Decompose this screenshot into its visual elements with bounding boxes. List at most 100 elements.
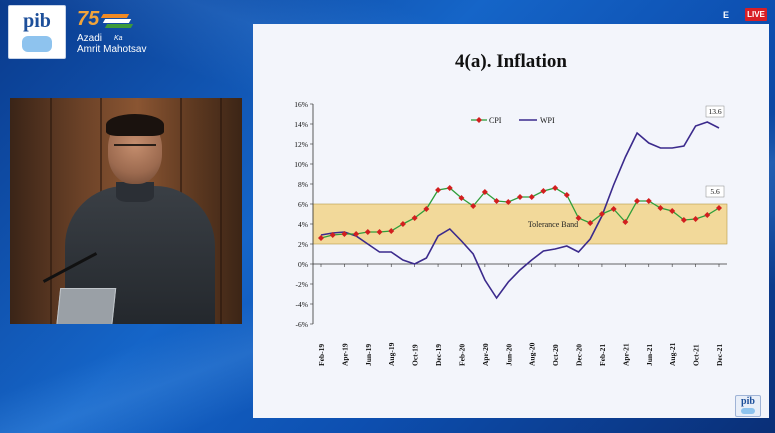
- speaker-hair: [106, 114, 164, 136]
- pib-logo: pib: [8, 5, 66, 59]
- cpi-data-point: [458, 195, 465, 201]
- cpi-data-point: [376, 229, 383, 235]
- speaker-collar: [116, 182, 154, 202]
- cpi-data-point: [470, 203, 477, 209]
- cpi-data-point: [575, 215, 582, 221]
- y-tick-label: 14%: [294, 120, 308, 129]
- cpi-data-point: [318, 235, 324, 241]
- cpi-data-point: [388, 228, 395, 234]
- x-tick-label: Feb-21: [598, 344, 607, 366]
- tricolor-stripe-white: [102, 19, 132, 23]
- annotation-box-wpi: [705, 105, 725, 118]
- cpi-data-point: [399, 221, 406, 227]
- legend-cpi-marker: [476, 117, 482, 123]
- x-tick-label: Aug-19: [387, 342, 396, 366]
- tolerance-band: [312, 203, 728, 245]
- cpi-data-point: [481, 189, 488, 195]
- x-tick-label: Jun-21: [645, 344, 654, 366]
- cpi-data-point: [704, 212, 711, 218]
- y-tick-label: -2%: [296, 280, 309, 289]
- cpi-data-point: [517, 194, 523, 200]
- cpi-data-point: [435, 187, 442, 193]
- cpi-data-point: [528, 194, 535, 200]
- cpi-data-point: [446, 185, 453, 191]
- cpi-data-point: [411, 215, 418, 221]
- y-tick-label: -6%: [296, 320, 309, 329]
- tricolor-stripe-saffron: [100, 14, 130, 18]
- annotation-label-wpi: 13.6: [708, 107, 721, 116]
- wall-panel-line: [50, 98, 52, 324]
- presentation-slide: 4(a). Inflation Tolerance Band 16% 14% 12% 1…: [253, 24, 769, 418]
- slide-title: 4(a). Inflation: [455, 51, 567, 72]
- speaker-glasses: [114, 144, 156, 154]
- legend-wpi-label: WPI: [540, 116, 555, 125]
- x-tick-label: Jun-19: [364, 344, 373, 366]
- x-tick-label: Feb-19: [317, 344, 326, 366]
- pib-watermark: pib: [735, 395, 761, 417]
- y-tick-label: -4%: [296, 300, 309, 309]
- x-tick-label: Oct-21: [692, 344, 701, 366]
- wpi-series-line: [320, 121, 720, 300]
- live-badge: E LIVE: [723, 8, 767, 22]
- cpi-data-point: [669, 208, 676, 214]
- azadi-ka-amrit-mahotsav-logo: 75 Azadi Ka Amrit Mahotsav: [74, 8, 154, 58]
- cpi-data-point: [329, 232, 336, 238]
- y-tick-label: 10%: [294, 160, 308, 169]
- cpi-data-point: [634, 198, 641, 204]
- cpi-data-point: [364, 229, 371, 235]
- x-tick-label: Jun-20: [504, 344, 513, 366]
- cpi-data-point: [716, 205, 722, 211]
- cpi-data-point: [341, 231, 348, 237]
- cpi-data-point: [563, 192, 570, 198]
- azadi-logo-line1: Azadi: [77, 33, 103, 44]
- cpi-data-point: [423, 206, 430, 212]
- tolerance-band-label: Tolerance Band: [528, 220, 578, 229]
- x-tick-label: Apr-19: [340, 343, 349, 366]
- cpi-data-point: [505, 199, 512, 205]
- azadi-logo-line2: Amrit Mahotsav: [77, 44, 147, 55]
- x-tick-label: Apr-21: [621, 343, 630, 366]
- cpi-data-point: [680, 217, 687, 223]
- face-mask-graphic: [741, 408, 755, 414]
- cpi-data-point: [540, 188, 547, 194]
- laptop: [55, 288, 117, 324]
- x-tick-label: Apr-20: [481, 343, 490, 366]
- cpi-data-point: [353, 231, 360, 237]
- x-tick-label: Oct-19: [411, 344, 420, 366]
- cpi-data-point: [552, 185, 559, 191]
- pib-logo-text: pib: [23, 10, 51, 32]
- legend-cpi-label: CPI: [489, 116, 502, 125]
- live-prefix-icon: E: [723, 10, 730, 20]
- x-tick-label: Dec-20: [575, 344, 584, 366]
- speaker-video-feed: [10, 98, 242, 324]
- inflation-chart: Tolerance Band 16% 14% 12% 10% 8% 6% 4% 2% 0% -2% -…: [294, 100, 728, 366]
- cpi-data-point: [598, 211, 605, 217]
- tricolor-stripe-green: [104, 24, 134, 28]
- y-tick-label: 2%: [298, 240, 308, 249]
- x-tick-label: Aug-20: [528, 342, 537, 366]
- annotation-label-cpi: 5.6: [710, 187, 720, 196]
- annotation-box-cpi: [705, 185, 725, 198]
- x-tick-label: Feb-20: [457, 344, 466, 366]
- face-mask-graphic: [22, 36, 52, 52]
- cpi-data-point: [493, 198, 500, 204]
- cpi-data-point: [610, 206, 617, 212]
- azadi-logo-ka: Ka: [114, 35, 123, 42]
- y-tick-label: 16%: [294, 100, 308, 109]
- y-tick-label: 0%: [298, 260, 308, 269]
- y-tick-label: 6%: [298, 200, 308, 209]
- x-tick-label: Dec-19: [434, 344, 443, 366]
- cpi-data-point: [587, 220, 594, 226]
- y-tick-label: 12%: [294, 140, 308, 149]
- cpi-data-point: [657, 205, 664, 211]
- azadi-logo-number: 75: [77, 8, 100, 30]
- y-tick-label: 4%: [298, 220, 308, 229]
- cpi-data-point: [692, 216, 699, 222]
- cpi-data-point: [645, 198, 652, 204]
- pib-watermark-text: pib: [741, 396, 755, 407]
- live-label: LIVE: [745, 8, 767, 21]
- wall-panel-line: [220, 98, 222, 324]
- x-tick-label: Aug-21: [668, 342, 677, 366]
- y-tick-label: 8%: [298, 180, 308, 189]
- cpi-data-point: [622, 219, 629, 225]
